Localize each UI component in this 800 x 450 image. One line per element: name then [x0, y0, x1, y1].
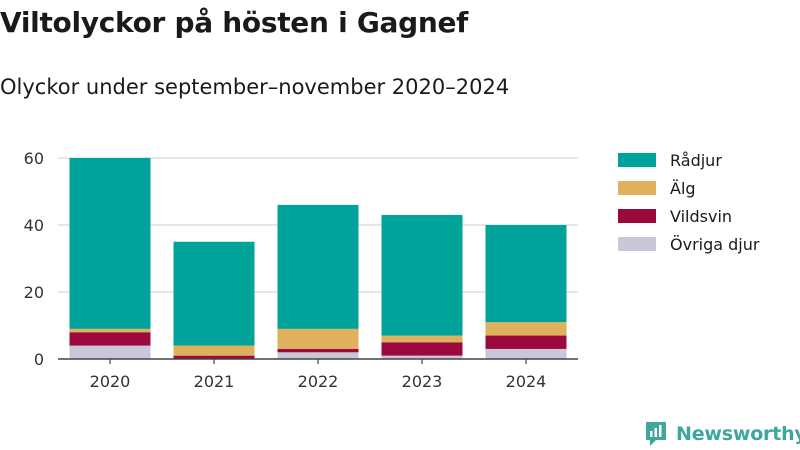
legend-item: Älg: [618, 174, 759, 202]
legend-label: Vildsvin: [670, 206, 733, 226]
newsworthy-logo-icon: [646, 422, 666, 446]
x-tick-label: 2023: [402, 372, 443, 391]
legend-label: Rådjur: [670, 150, 722, 170]
legend-label: Övriga djur: [670, 234, 760, 254]
y-tick-label: 20: [24, 283, 44, 302]
bar-segment: [173, 355, 255, 359]
bar-segment: [381, 214, 463, 336]
bar-segment: [69, 345, 151, 359]
brand-name: Newsworthy: [676, 423, 800, 445]
bars: [69, 158, 567, 359]
axes: 0 20 40 60 2020 2021 2022 2023 2024: [24, 149, 578, 391]
bar-segment: [485, 335, 567, 349]
legend-swatch: [618, 153, 656, 167]
x-tick-label: 2022: [298, 372, 339, 391]
y-tick-label: 40: [24, 216, 44, 235]
bar-segment: [277, 352, 359, 359]
bar-segment: [69, 332, 151, 346]
y-tick-label: 60: [24, 149, 44, 168]
y-tick-label: 0: [34, 350, 44, 369]
x-tick-label: 2024: [506, 372, 547, 391]
legend-item: Rådjur: [618, 146, 759, 174]
bar-segment: [485, 348, 567, 359]
legend-label: Älg: [670, 178, 696, 198]
bar-segment: [173, 345, 255, 356]
legend-item: Vildsvin: [618, 202, 759, 230]
bar-segment: [69, 328, 151, 333]
bar-segment: [277, 204, 359, 329]
legend-item: Övriga djur: [618, 230, 759, 258]
legend-swatch: [618, 209, 656, 223]
bar-segment: [277, 348, 359, 353]
bar-segment: [277, 328, 359, 349]
chart-legend: Rådjur Älg Vildsvin Övriga djur: [618, 146, 759, 258]
legend-swatch: [618, 237, 656, 251]
bar-segment: [69, 158, 151, 329]
legend-swatch: [618, 181, 656, 195]
bar-segment: [381, 342, 463, 356]
brand-logo: Newsworthy: [644, 420, 800, 448]
x-tick-label: 2021: [194, 372, 235, 391]
bar-segment: [381, 335, 463, 343]
bar-segment: [381, 355, 463, 359]
x-tick-label: 2020: [90, 372, 131, 391]
bar-segment: [485, 322, 567, 336]
bar-segment: [485, 225, 567, 323]
chart-title: Viltolyckor på hösten i Gagnef: [0, 6, 469, 39]
chart-subtitle: Olyckor under september–november 2020–20…: [0, 75, 510, 99]
bar-segment: [173, 241, 255, 346]
